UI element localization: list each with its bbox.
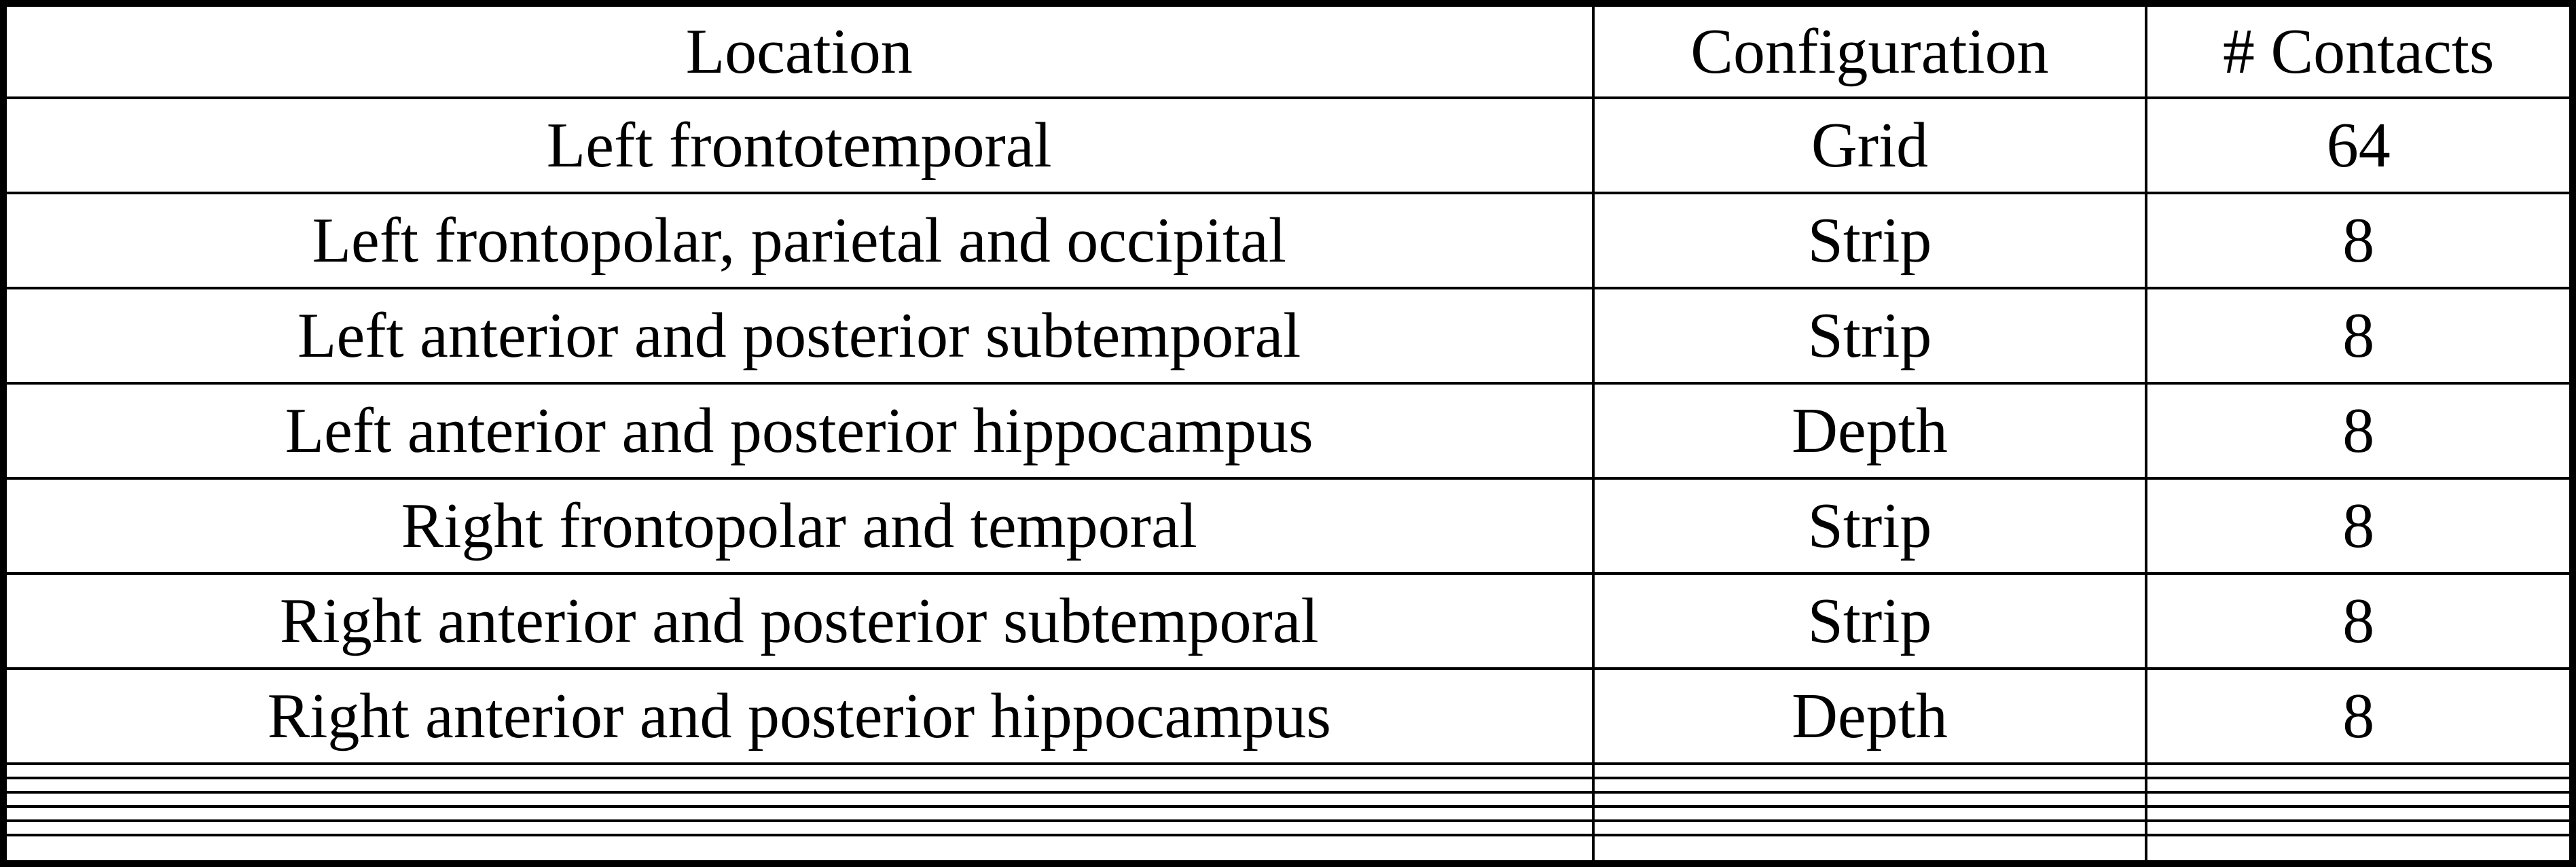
empty-cell: [2145, 834, 2569, 860]
table-row: Right anterior and posterior hippocampus…: [7, 667, 2569, 765]
cell-contacts: 8: [2145, 667, 2569, 765]
cell-configuration: Grid: [1591, 96, 2148, 194]
empty-cell: [7, 805, 1595, 822]
empty-cell: [2145, 777, 2569, 794]
cell-contacts: 8: [2145, 382, 2569, 480]
empty-cell: [7, 834, 1595, 860]
cell-contacts: 8: [2145, 572, 2569, 670]
empty-cell: [7, 791, 1595, 808]
cell-location: Left anterior and posterior subtemporal: [7, 287, 1595, 385]
table-row: Left anterior and posterior hippocampus …: [7, 382, 2569, 480]
cell-location: Left frontotemporal: [7, 96, 1595, 194]
empty-cell: [1591, 805, 2148, 822]
cell-contacts: 64: [2145, 96, 2569, 194]
cell-configuration: Strip: [1591, 572, 2148, 670]
empty-row: [7, 819, 2569, 836]
empty-cell: [7, 777, 1595, 794]
empty-cell: [7, 819, 1595, 836]
cell-contacts: 8: [2145, 287, 2569, 385]
empty-cell: [7, 762, 1595, 779]
cell-contacts: 8: [2145, 192, 2569, 289]
empty-row: [7, 834, 2569, 860]
cell-configuration: Strip: [1591, 192, 2148, 289]
table-row: Left frontotemporal Grid 64: [7, 96, 2569, 194]
empty-cell: [1591, 819, 2148, 836]
cell-configuration: Strip: [1591, 477, 2148, 575]
column-header-location: Location: [7, 7, 1595, 99]
cell-location: Right frontopolar and temporal: [7, 477, 1595, 575]
table-row: Right frontopolar and temporal Strip 8: [7, 477, 2569, 575]
cell-configuration: Depth: [1591, 382, 2148, 480]
table-row: Left anterior and posterior subtemporal …: [7, 287, 2569, 385]
empty-row: [7, 762, 2569, 779]
cell-location: Left frontopolar, parietal and occipital: [7, 192, 1595, 289]
empty-cell: [1591, 791, 2148, 808]
empty-cell: [2145, 791, 2569, 808]
empty-cell: [1591, 762, 2148, 779]
table-row: Right anterior and posterior subtemporal…: [7, 572, 2569, 670]
empty-cell: [1591, 834, 2148, 860]
empty-cell: [1591, 777, 2148, 794]
empty-row: [7, 791, 2569, 808]
table-header-row: Location Configuration # Contacts: [7, 7, 2569, 99]
cell-contacts: 8: [2145, 477, 2569, 575]
empty-row: [7, 805, 2569, 822]
empty-row: [7, 777, 2569, 794]
empty-cell: [2145, 819, 2569, 836]
electrode-table: Location Configuration # Contacts Left f…: [7, 7, 2569, 860]
table-row: Left frontopolar, parietal and occipital…: [7, 192, 2569, 289]
cell-configuration: Strip: [1591, 287, 2148, 385]
cell-location: Left anterior and posterior hippocampus: [7, 382, 1595, 480]
empty-cell: [2145, 762, 2569, 779]
cell-location: Right anterior and posterior subtemporal: [7, 572, 1595, 670]
empty-cell: [2145, 805, 2569, 822]
column-header-contacts: # Contacts: [2145, 7, 2569, 99]
cell-location: Right anterior and posterior hippocampus: [7, 667, 1595, 765]
column-header-configuration: Configuration: [1591, 7, 2148, 99]
cell-configuration: Depth: [1591, 667, 2148, 765]
